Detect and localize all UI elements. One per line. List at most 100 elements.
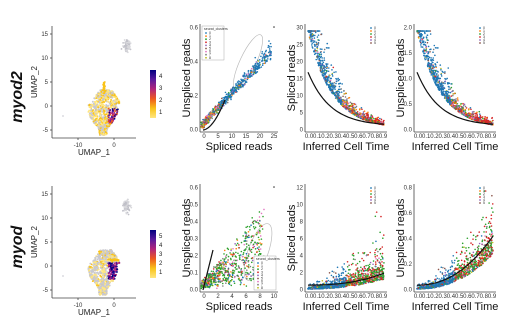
cell-dot [96, 118, 99, 121]
cell-dot [128, 209, 131, 212]
cell-dot [114, 99, 117, 102]
x-axis-label: Spliced reads [206, 141, 273, 153]
legend-swatch [479, 33, 481, 35]
cell-dot [323, 51, 325, 54]
cell-dot [245, 77, 247, 80]
cell-dot [325, 80, 327, 82]
cell-dot [422, 30, 425, 32]
cell-dot [316, 36, 319, 38]
cell-dot [436, 86, 439, 89]
cell-dot [258, 64, 261, 66]
cell-dot [447, 101, 449, 103]
cell-dot [341, 101, 343, 103]
cell-dot [102, 92, 105, 95]
colorbar-tick-label: 3 [159, 86, 163, 92]
cell-dot [325, 46, 328, 49]
cell-dot [107, 272, 110, 275]
cell-dot [483, 118, 486, 120]
cell-dot [354, 114, 357, 117]
cell-dot [106, 112, 109, 115]
x-tick-label: 0.3 [329, 134, 338, 140]
cell-dot [450, 86, 453, 89]
cell-dot [254, 62, 257, 65]
cell-dot [455, 98, 457, 100]
cell-dot [99, 125, 102, 128]
legend-swatch [370, 42, 372, 44]
cell-dot [423, 49, 426, 52]
cell-dot [110, 267, 113, 270]
cell-dot [331, 90, 333, 92]
y-axis-label: Unspliced reads [181, 38, 193, 117]
cell-dot [320, 67, 322, 69]
legend-entry: 3 [209, 40, 211, 44]
y-tick-label: 0.5 [404, 102, 413, 108]
cell-dot [446, 77, 448, 80]
cell-dot [426, 58, 428, 60]
y-tick-label: 15 [296, 77, 303, 83]
cell-dot [450, 101, 452, 103]
y-tick-label: 5 [45, 240, 49, 246]
cell-dot [101, 126, 104, 129]
cell-dot [452, 93, 454, 95]
cell-dot [330, 89, 332, 92]
cell-dot [471, 112, 474, 115]
cell-dot [482, 117, 484, 120]
cell-dot [112, 266, 114, 269]
cell-dot [435, 84, 437, 86]
cell-dot [118, 262, 121, 264]
cell-dot [111, 118, 114, 121]
cell-dot [105, 252, 108, 255]
cell-dot [261, 52, 263, 55]
cell-dot [207, 121, 210, 124]
cell-dot [108, 255, 111, 258]
cell-dot [427, 59, 430, 62]
cell-dot [332, 66, 335, 69]
cell-dot [96, 279, 99, 282]
cell-dot [323, 48, 326, 51]
cell-dot [452, 94, 454, 97]
colorbar-tick-label: 2 [159, 98, 163, 104]
cell-dot [240, 78, 242, 81]
cell-dot [420, 34, 422, 36]
cell-dot [432, 51, 434, 54]
cell-dot [344, 104, 346, 107]
y-tick-label: 10 [41, 216, 48, 222]
cell-dot [102, 255, 105, 258]
cell-dot [127, 213, 130, 216]
cell-dot [438, 77, 441, 80]
cell-dot [95, 109, 98, 112]
cell-dot [314, 30, 317, 32]
cell-dot [263, 53, 266, 55]
cell-dot [99, 95, 102, 98]
cell-dot [425, 30, 428, 32]
cell-dot [104, 119, 107, 122]
cell-dot [103, 127, 106, 130]
cell-dot [363, 113, 366, 116]
cell-dot [366, 117, 369, 119]
cell-dot [467, 116, 470, 119]
cell-dot [127, 44, 130, 47]
cell-dot [444, 90, 447, 93]
y-tick-label: 0.4 [190, 60, 199, 66]
cell-dot [354, 111, 356, 113]
cell-dot [430, 48, 432, 50]
cell-dot [465, 112, 468, 115]
cell-dot [350, 104, 353, 106]
cell-dot [358, 108, 361, 111]
cell-dot [466, 115, 469, 117]
cell-dot [313, 41, 315, 44]
cell-dot [99, 117, 102, 120]
cell-dot [245, 81, 248, 83]
cell-dot [220, 100, 222, 103]
cell-dot [94, 269, 97, 272]
cell-dot [125, 47, 127, 50]
cell-dot [428, 62, 430, 65]
cell-dot [333, 84, 336, 87]
cell-dot [321, 59, 324, 62]
cell-dot [268, 48, 271, 50]
legend-entry: 1 [209, 34, 211, 38]
cell-dot [105, 273, 108, 276]
x-axis-label: Inferred Cell Time [412, 141, 499, 153]
legend-swatch [205, 50, 207, 53]
cell-dot [434, 46, 437, 49]
